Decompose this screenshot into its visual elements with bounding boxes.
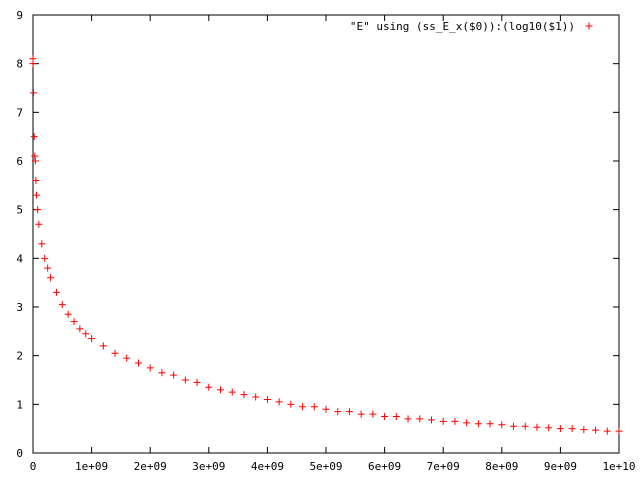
legend-label: "E" using (ss_E_x($0)):(log10($1)) xyxy=(350,20,575,33)
x-tick-label: 2e+09 xyxy=(134,460,167,473)
data-point xyxy=(463,419,471,427)
x-tick-label: 0 xyxy=(30,460,37,473)
x-tick-label: 7e+09 xyxy=(427,460,460,473)
data-point xyxy=(170,371,178,379)
data-point xyxy=(533,423,541,431)
data-point xyxy=(228,388,236,396)
data-point xyxy=(615,427,623,435)
data-point xyxy=(592,426,600,434)
y-tick-label: 4 xyxy=(16,252,23,265)
y-tick-label: 3 xyxy=(16,301,23,314)
data-point xyxy=(33,191,41,199)
data-point xyxy=(47,274,55,282)
legend: "E" using (ss_E_x($0)):(log10($1)) xyxy=(350,20,593,33)
data-point xyxy=(32,176,40,184)
data-point xyxy=(603,427,611,435)
data-point xyxy=(111,349,119,357)
data-point xyxy=(451,417,459,425)
data-point xyxy=(181,376,189,384)
y-tick-label: 5 xyxy=(16,204,23,217)
data-point xyxy=(439,417,447,425)
y-tick-label: 8 xyxy=(16,58,23,71)
y-tick-label: 1 xyxy=(16,398,23,411)
data-point xyxy=(369,410,377,418)
data-point xyxy=(310,403,318,411)
data-point xyxy=(35,220,43,228)
data-point xyxy=(44,264,52,272)
x-tick-label: 8e+09 xyxy=(485,460,518,473)
data-point xyxy=(31,152,39,160)
x-tick-label: 1e+10 xyxy=(602,460,635,473)
x-tick-label: 5e+09 xyxy=(309,460,342,473)
data-point xyxy=(556,425,564,433)
data-point xyxy=(345,408,353,416)
data-point xyxy=(498,421,506,429)
data-point xyxy=(29,60,37,68)
data-point xyxy=(88,335,96,343)
data-point xyxy=(275,398,283,406)
x-tick-label: 3e+09 xyxy=(192,460,225,473)
data-point xyxy=(334,408,342,416)
x-tick-label: 1e+09 xyxy=(75,460,108,473)
data-point xyxy=(240,391,248,399)
data-point xyxy=(427,416,435,424)
data-point xyxy=(416,415,424,423)
y-tick-label: 0 xyxy=(16,447,23,460)
data-point xyxy=(357,410,365,418)
data-point xyxy=(252,393,260,401)
data-point xyxy=(287,400,295,408)
data-point xyxy=(158,369,166,377)
data-point xyxy=(404,415,412,423)
data-point xyxy=(76,325,84,333)
data-point xyxy=(38,240,46,248)
data-point xyxy=(64,310,72,318)
data-point xyxy=(146,364,154,372)
axes: 0 1e+09 2e+09 3e+09 4e+09 5e+09 6e+09 7e+09 8e+0… xyxy=(16,9,635,473)
legend-marker xyxy=(585,22,593,30)
data-point xyxy=(474,420,482,428)
data-point xyxy=(41,254,49,262)
x-tick-label: 9e+09 xyxy=(544,460,577,473)
data-point xyxy=(70,318,78,326)
data-point xyxy=(322,405,330,413)
data-point xyxy=(205,383,213,391)
data-point xyxy=(381,413,389,420)
data-point xyxy=(545,424,553,432)
x-tick-label: 6e+09 xyxy=(368,460,401,473)
data-point xyxy=(34,206,42,214)
data-point xyxy=(299,403,307,411)
data-point xyxy=(30,133,38,141)
data-point xyxy=(82,330,90,338)
data-point xyxy=(217,386,225,394)
data-point xyxy=(486,420,494,428)
data-point xyxy=(568,425,576,433)
y-tick-label: 9 xyxy=(16,9,23,22)
data-point xyxy=(193,378,201,386)
y-tick-label: 2 xyxy=(16,350,23,363)
data-point xyxy=(521,422,529,430)
data-point xyxy=(52,288,60,296)
data-point xyxy=(123,354,131,362)
data-point xyxy=(99,342,107,350)
y-tick-label: 6 xyxy=(16,155,23,168)
data-point xyxy=(31,157,39,165)
data-points xyxy=(29,55,623,435)
y-tick-label: 7 xyxy=(16,106,23,119)
data-point xyxy=(58,301,66,309)
data-point xyxy=(510,422,518,430)
data-point xyxy=(30,89,38,97)
data-point xyxy=(392,413,400,420)
data-point xyxy=(263,395,271,403)
plot-frame xyxy=(32,14,620,454)
data-point xyxy=(580,426,588,434)
x-tick-label: 4e+09 xyxy=(251,460,284,473)
data-point xyxy=(134,359,142,367)
